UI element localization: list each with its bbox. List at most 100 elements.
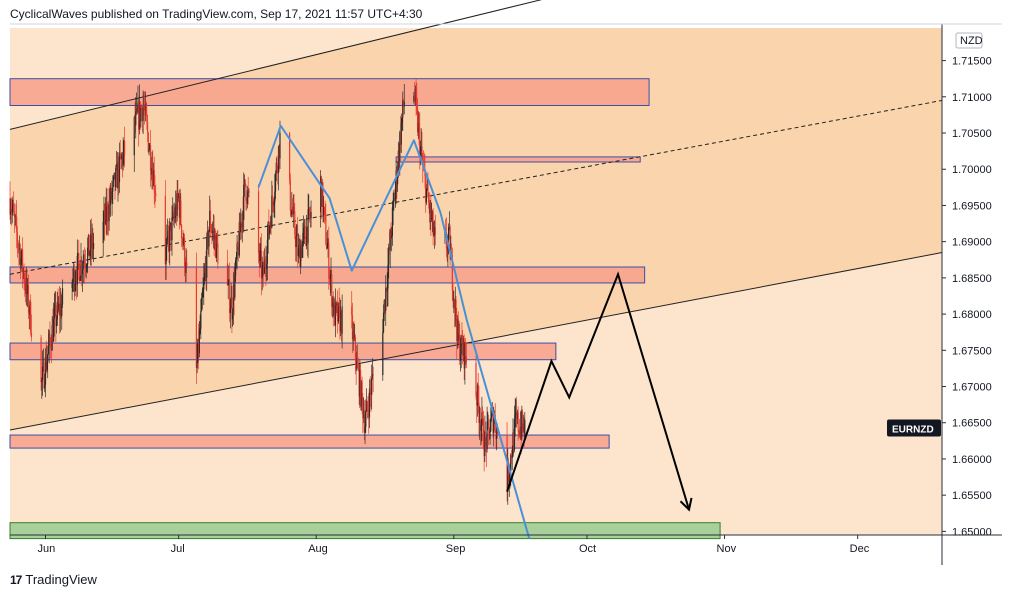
channel-area: [10, 28, 942, 430]
candle-body: [10, 211, 13, 213]
candle-body: [322, 182, 324, 215]
candle-body: [414, 89, 416, 101]
tradingview-brand[interactable]: 17 TradingView: [10, 572, 97, 587]
candle-body: [465, 356, 467, 363]
candle-body: [425, 188, 428, 203]
candle-body: [328, 278, 331, 280]
candle-body: [402, 99, 404, 118]
candle-body: [487, 419, 490, 428]
candle-body: [149, 145, 151, 150]
currency-label: NZD: [960, 35, 983, 47]
candle-body: [248, 191, 250, 193]
candle-body: [140, 107, 142, 122]
y-tick-label: 1.65500: [952, 490, 992, 502]
candle-body: [212, 230, 215, 232]
candle-body: [358, 368, 360, 397]
candle-body: [296, 234, 298, 237]
candle-body: [24, 285, 27, 294]
candle-body: [263, 265, 265, 274]
candle-body: [492, 410, 494, 434]
candle-body: [90, 233, 92, 249]
candle-body: [477, 384, 479, 403]
y-tick-label: 1.71500: [952, 56, 992, 68]
candle-body: [73, 269, 75, 292]
candle-body: [206, 231, 209, 239]
candle-body: [50, 340, 52, 349]
candle-body: [390, 231, 392, 238]
candle-body: [382, 312, 385, 333]
candle-body: [228, 280, 230, 282]
candle-body: [180, 200, 182, 225]
candle-body: [238, 222, 240, 256]
candle-body: [480, 424, 482, 431]
candle-body: [175, 204, 178, 216]
candle-body: [240, 223, 243, 228]
candle-body: [421, 146, 423, 160]
candle-body: [146, 114, 148, 123]
candle-body: [104, 211, 106, 224]
x-tick-label: Oct: [579, 543, 596, 555]
candle-body: [334, 302, 336, 326]
candle-body: [73, 269, 75, 279]
candle-body: [202, 289, 204, 297]
candle-body: [237, 243, 239, 247]
candle-body: [274, 191, 276, 203]
wave-polyline: [257, 124, 531, 539]
candle-body: [79, 277, 81, 281]
candle-body: [464, 343, 466, 369]
candle-body: [416, 98, 418, 107]
candle-body: [323, 207, 325, 209]
candle-body: [87, 247, 89, 265]
channel-upper-line: [9, 0, 543, 130]
candle-body: [382, 332, 384, 376]
candle-body: [262, 265, 264, 267]
candle-body: [141, 108, 144, 121]
candle-body: [53, 308, 55, 319]
candle-body: [483, 448, 485, 457]
candle-body: [297, 248, 300, 257]
candle-body: [370, 392, 372, 395]
candle-body: [92, 243, 95, 250]
candle-body: [109, 187, 112, 205]
candle-body: [56, 319, 58, 327]
candle-body: [385, 287, 387, 311]
candle-body: [203, 273, 206, 281]
candle-body: [215, 235, 217, 258]
candle-body: [112, 181, 114, 192]
candle-body: [271, 195, 274, 202]
candle-body: [432, 211, 434, 235]
candle-body: [234, 275, 236, 298]
candle-body: [227, 281, 229, 286]
price-badges: NZD EURNZD: [887, 32, 983, 437]
candle-body: [400, 123, 402, 145]
candle-body: [58, 303, 60, 309]
candle-body: [44, 384, 46, 388]
candle-body: [519, 431, 521, 436]
candle-body: [78, 253, 80, 264]
candle-body: [104, 203, 107, 224]
candle-body: [414, 95, 416, 101]
candle-body: [516, 411, 518, 419]
candle-body: [456, 318, 459, 341]
candle-body: [258, 252, 260, 262]
candle-body: [354, 337, 356, 338]
candle-body: [386, 288, 388, 292]
candle-body: [341, 306, 343, 334]
candle-body: [303, 225, 305, 228]
candle-body: [72, 278, 74, 283]
y-tick-label: 1.66000: [952, 454, 992, 466]
candle-body: [340, 311, 342, 332]
candle-body: [56, 301, 58, 320]
candle-body: [295, 236, 297, 248]
candle-body: [178, 195, 180, 199]
candle-body: [166, 231, 169, 240]
support-zone: [9, 434, 610, 449]
candle-body: [217, 243, 219, 264]
candle-body: [320, 176, 323, 207]
candle-body: [103, 211, 105, 222]
candle-body: [108, 201, 110, 222]
candle-body: [122, 151, 124, 167]
candle-body: [86, 264, 88, 268]
candle-body: [43, 362, 45, 388]
